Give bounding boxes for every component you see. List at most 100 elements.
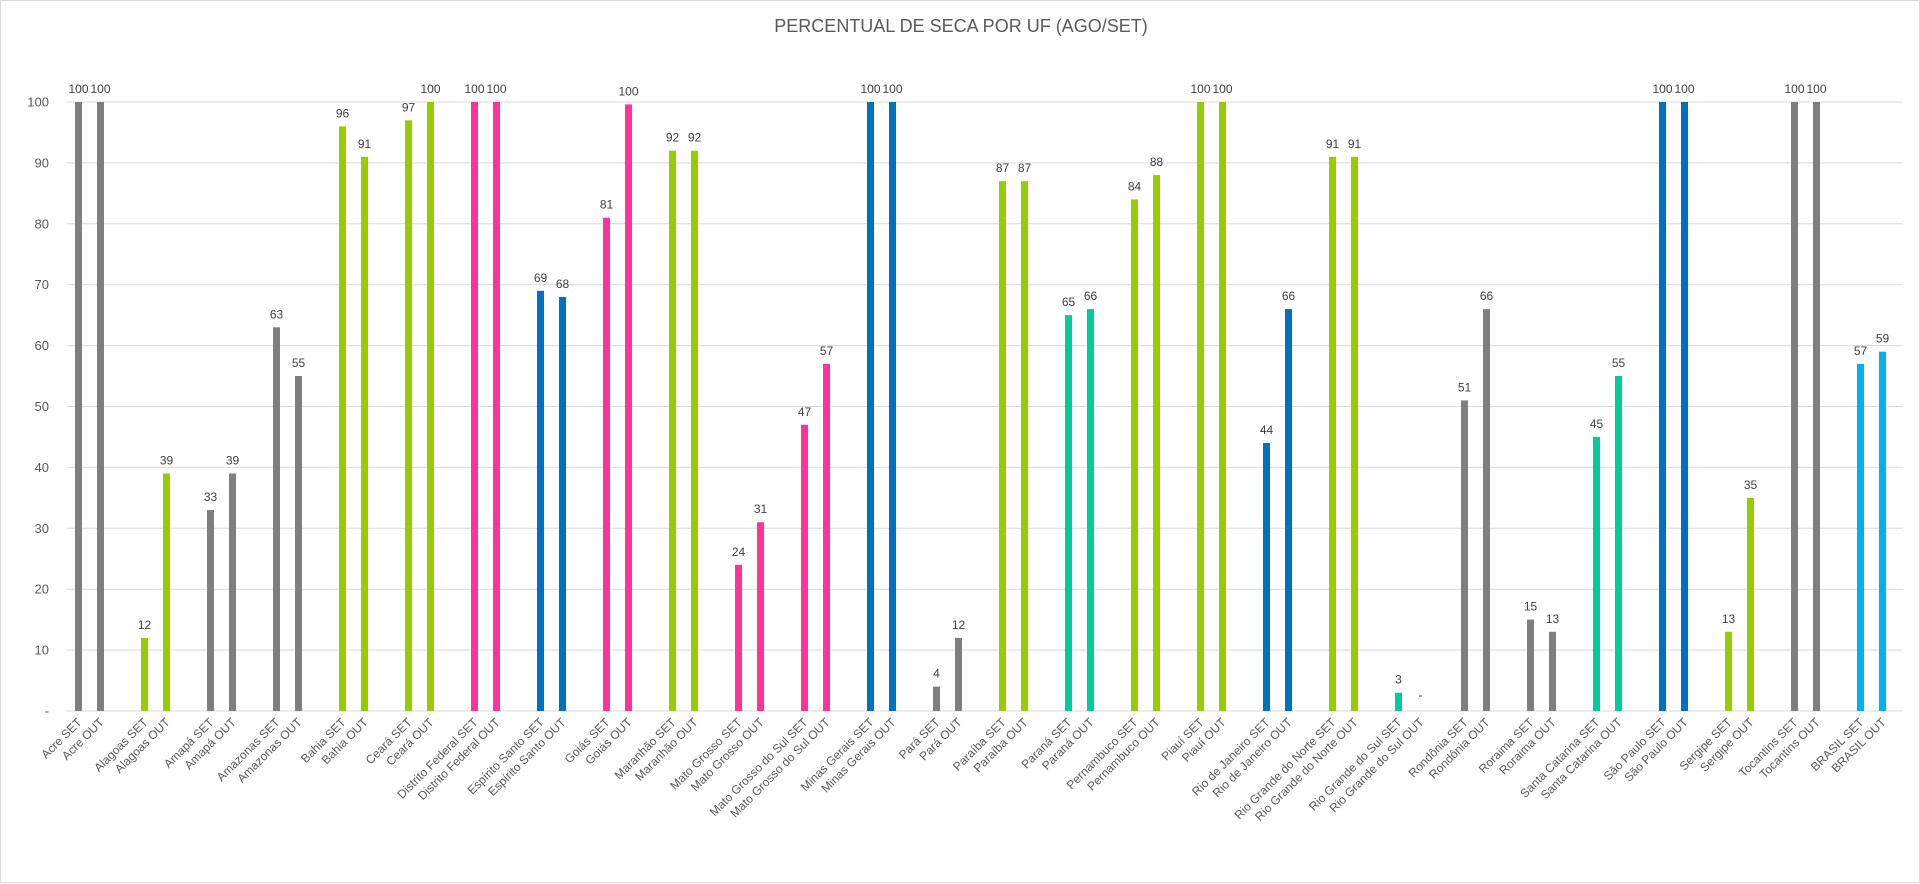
bar	[75, 102, 82, 711]
bars	[75, 102, 1886, 712]
data-label: 47	[798, 405, 812, 419]
data-label: 55	[1612, 356, 1626, 370]
data-label: 3	[1395, 673, 1402, 687]
data-label: 39	[160, 454, 174, 468]
bar	[1681, 102, 1688, 711]
data-label: 100	[68, 82, 88, 96]
bar	[1791, 102, 1798, 711]
data-label: 84	[1128, 179, 1142, 193]
data-label: 100	[486, 82, 506, 96]
data-label: 100	[882, 82, 902, 96]
data-label: 44	[1260, 423, 1274, 437]
data-label: 81	[600, 198, 614, 212]
data-label: 55	[292, 356, 306, 370]
bar	[141, 637, 148, 711]
bar	[559, 296, 566, 711]
data-label: 100	[1212, 82, 1232, 96]
bar	[1879, 351, 1886, 711]
bar	[823, 363, 830, 711]
bar	[999, 181, 1006, 711]
data-label: 87	[996, 161, 1010, 175]
bar	[537, 290, 544, 711]
bar	[867, 102, 874, 711]
data-label: 100	[1190, 82, 1210, 96]
y-axis: - 10 20 30 40 50 60 70 80 90 100	[27, 95, 49, 719]
bar	[757, 522, 764, 711]
bar	[1197, 102, 1204, 711]
bar	[1351, 156, 1358, 712]
bar	[1549, 631, 1556, 711]
data-label: 13	[1722, 612, 1736, 626]
bar	[339, 126, 346, 711]
bar	[405, 120, 412, 712]
bar	[493, 102, 500, 711]
data-label: 91	[358, 137, 372, 151]
y-tick-label: 90	[35, 155, 49, 170]
data-label: 69	[534, 271, 548, 285]
data-label: 91	[1348, 137, 1362, 151]
bar	[1395, 692, 1402, 711]
data-label: 97	[402, 100, 416, 114]
chart-title: PERCENTUAL DE SECA POR UF (AGO/SET)	[774, 16, 1147, 36]
y-tick-label: 10	[35, 643, 49, 658]
data-label: 87	[1018, 161, 1032, 175]
bar	[1329, 156, 1336, 712]
bar	[1615, 376, 1622, 711]
bar	[1747, 497, 1754, 711]
data-label: 100	[420, 82, 440, 96]
data-label: -	[1419, 688, 1423, 702]
bar	[625, 104, 632, 711]
bar	[1087, 309, 1094, 711]
y-tick-label: 80	[35, 216, 49, 231]
data-label: 12	[138, 618, 152, 632]
bar	[691, 150, 698, 711]
data-label: 91	[1326, 137, 1340, 151]
data-label: 100	[1784, 82, 1804, 96]
bar	[427, 102, 434, 711]
y-tick-label: 40	[35, 460, 49, 475]
data-label: 57	[1854, 344, 1868, 358]
bar	[1021, 181, 1028, 711]
bar	[273, 327, 280, 711]
bar	[1263, 443, 1270, 711]
y-tick-label: 100	[27, 95, 49, 110]
bar	[933, 686, 940, 711]
bar	[1483, 309, 1490, 711]
data-label: 100	[464, 82, 484, 96]
bar	[801, 424, 808, 711]
bar	[955, 637, 962, 711]
bar	[1219, 102, 1226, 711]
data-label: 39	[226, 454, 240, 468]
bar	[1461, 400, 1468, 711]
bar	[1593, 436, 1600, 711]
data-label: 59	[1876, 332, 1890, 346]
bar	[1527, 619, 1534, 711]
y-tick-label: 60	[35, 338, 49, 353]
data-label: 57	[820, 344, 834, 358]
data-label: 31	[754, 502, 768, 516]
data-label: 66	[1480, 289, 1494, 303]
bar	[889, 102, 896, 711]
y-tick-label: 30	[35, 521, 49, 536]
bar	[1153, 175, 1160, 712]
data-label: 12	[952, 618, 966, 632]
gridlines	[67, 101, 1903, 712]
data-label: 24	[732, 545, 746, 559]
data-label: 66	[1282, 289, 1296, 303]
data-label: 35	[1744, 478, 1758, 492]
data-label: 96	[336, 106, 350, 120]
data-label: 51	[1458, 380, 1472, 394]
bar	[669, 150, 676, 711]
bar	[1065, 315, 1072, 711]
data-label: 63	[270, 307, 284, 321]
y-tick-label: 20	[35, 582, 49, 597]
data-label: 13	[1546, 612, 1560, 626]
bar	[295, 376, 302, 711]
bar	[1285, 309, 1292, 711]
data-label: 65	[1062, 295, 1076, 309]
bar	[1857, 363, 1864, 711]
